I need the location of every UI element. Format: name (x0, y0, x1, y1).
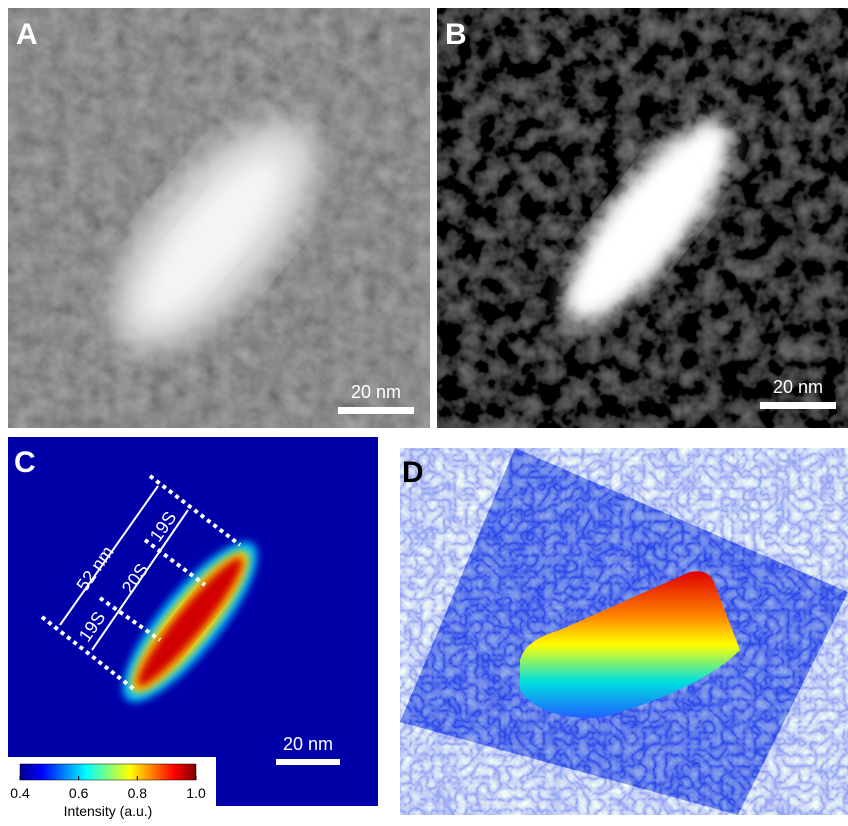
figure: A 20 nm B 20 nm 52 nm 19S 20S 19S C 20 n… (0, 0, 848, 826)
colorbar-tick-label: 0.8 (128, 785, 148, 801)
panel-label: A (16, 18, 38, 51)
colorbar: Intensity (a.u.) 0.4 0.6 0.8 1.0 (8, 757, 216, 826)
scale-bar-label: 20 nm (283, 734, 333, 754)
colorbar-tick-label: 0.6 (69, 785, 89, 801)
panel-b-image (437, 8, 848, 428)
scale-bar-label: 20 nm (351, 382, 401, 402)
colorbar-tick-label: 1.0 (186, 785, 206, 801)
colorbar-tick-label: 0.4 (10, 785, 30, 801)
panel-label: B (445, 18, 467, 51)
scale-bar (276, 759, 340, 765)
colorbar-title: Intensity (a.u.) (64, 803, 153, 819)
scale-bar-label: 20 nm (773, 377, 823, 397)
panel-d-image (400, 448, 848, 815)
colorbar-gradient (20, 764, 196, 780)
scale-bar (760, 402, 836, 409)
panel-label: C (14, 446, 36, 479)
panel-a-image (8, 8, 430, 428)
panel-label: D (402, 456, 424, 489)
scale-bar (338, 407, 414, 414)
